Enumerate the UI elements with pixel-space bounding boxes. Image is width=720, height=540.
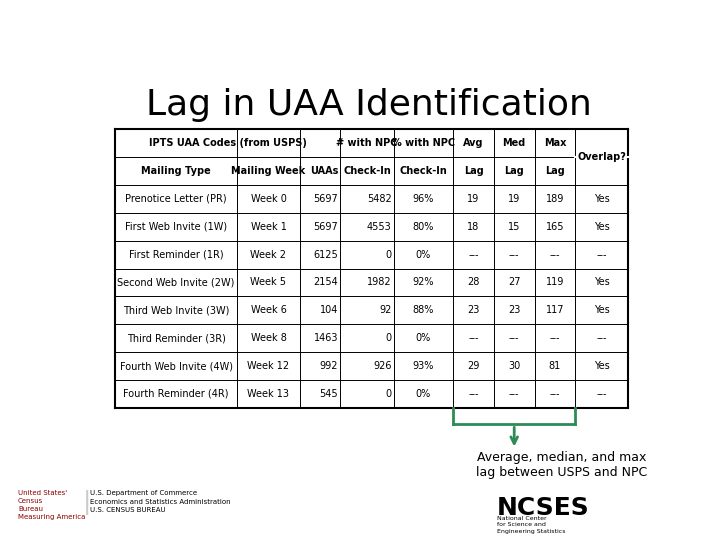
Text: ---: --- (509, 389, 519, 399)
Text: ---: --- (597, 249, 607, 260)
Text: Lag: Lag (504, 166, 524, 176)
Text: 81: 81 (549, 361, 561, 371)
Text: Check-In: Check-In (343, 166, 392, 176)
Text: 1463: 1463 (314, 333, 338, 343)
Text: 6125: 6125 (313, 249, 338, 260)
Text: 189: 189 (546, 194, 564, 204)
Text: 92: 92 (379, 305, 392, 315)
Text: 0: 0 (385, 389, 392, 399)
Text: Week 5: Week 5 (251, 278, 287, 287)
Text: ---: --- (509, 333, 519, 343)
Text: 19: 19 (467, 194, 480, 204)
Text: Week 2: Week 2 (251, 249, 287, 260)
Text: 119: 119 (546, 278, 564, 287)
Text: 545: 545 (320, 389, 338, 399)
Text: IPTS UAA Codes (from USPS): IPTS UAA Codes (from USPS) (149, 138, 307, 148)
Text: 18: 18 (467, 222, 480, 232)
Text: Lag: Lag (464, 166, 483, 176)
Text: Week 12: Week 12 (248, 361, 289, 371)
Text: ---: --- (468, 249, 479, 260)
Text: 23: 23 (467, 305, 480, 315)
Text: 80%: 80% (413, 222, 434, 232)
Text: Week 1: Week 1 (251, 222, 287, 232)
Text: Med: Med (503, 138, 526, 148)
Text: 15: 15 (508, 222, 521, 232)
Text: ---: --- (597, 389, 607, 399)
Text: 117: 117 (546, 305, 564, 315)
Text: 5697: 5697 (313, 194, 338, 204)
Text: Yes: Yes (594, 278, 610, 287)
Text: ---: --- (509, 249, 519, 260)
Text: Fourth Web Invite (4W): Fourth Web Invite (4W) (120, 361, 233, 371)
Text: 0%: 0% (416, 389, 431, 399)
Text: First Web Invite (1W): First Web Invite (1W) (125, 222, 228, 232)
Text: 104: 104 (320, 305, 338, 315)
Text: Fourth Reminder (4R): Fourth Reminder (4R) (123, 389, 229, 399)
Text: Overlap?: Overlap? (577, 152, 626, 162)
Text: 96%: 96% (413, 194, 434, 204)
Text: 165: 165 (546, 222, 564, 232)
Text: ---: --- (597, 333, 607, 343)
Text: U.S. Department of Commerce
Economics and Statistics Administration
U.S. CENSUS : U.S. Department of Commerce Economics an… (90, 490, 230, 514)
Text: Mailing Week: Mailing Week (231, 166, 305, 176)
Text: 29: 29 (467, 361, 480, 371)
Text: Prenotice Letter (PR): Prenotice Letter (PR) (125, 194, 227, 204)
Text: ---: --- (468, 389, 479, 399)
Text: Mailing Type: Mailing Type (141, 166, 211, 176)
Text: % with NPC: % with NPC (392, 138, 455, 148)
Text: ---: --- (468, 333, 479, 343)
Text: 0%: 0% (416, 249, 431, 260)
Text: 0: 0 (385, 333, 392, 343)
Text: Yes: Yes (594, 222, 610, 232)
Text: 23: 23 (508, 305, 521, 315)
Text: 19: 19 (508, 194, 521, 204)
Text: 92%: 92% (413, 278, 434, 287)
Text: First Reminder (1R): First Reminder (1R) (129, 249, 223, 260)
Text: 28: 28 (467, 278, 480, 287)
Text: Yes: Yes (594, 194, 610, 204)
Text: 992: 992 (320, 361, 338, 371)
Text: 926: 926 (373, 361, 392, 371)
Text: Lag in UAA Identification: Lag in UAA Identification (146, 87, 592, 122)
Text: Week 6: Week 6 (251, 305, 287, 315)
Text: Third Web Invite (3W): Third Web Invite (3W) (123, 305, 230, 315)
Text: Check-In: Check-In (400, 166, 447, 176)
Text: 2154: 2154 (313, 278, 338, 287)
Text: Week 13: Week 13 (248, 389, 289, 399)
Text: Week 8: Week 8 (251, 333, 287, 343)
Text: 4553: 4553 (366, 222, 392, 232)
Text: United States'
Census
Bureau
Measuring America: United States' Census Bureau Measuring A… (18, 490, 86, 521)
Text: Max: Max (544, 138, 566, 148)
Text: # with NPC: # with NPC (336, 138, 398, 148)
Text: UAAs: UAAs (310, 166, 338, 176)
Text: |: | (83, 490, 91, 515)
Text: 30: 30 (508, 361, 521, 371)
Text: ---: --- (549, 249, 560, 260)
Text: National Center
for Science and
Engineering Statistics: National Center for Science and Engineer… (497, 516, 565, 534)
Text: 93%: 93% (413, 361, 434, 371)
Text: Lag: Lag (545, 166, 564, 176)
Text: ---: --- (549, 333, 560, 343)
Text: 5482: 5482 (366, 194, 392, 204)
Text: ---: --- (549, 389, 560, 399)
Text: Yes: Yes (594, 305, 610, 315)
Text: 0: 0 (385, 249, 392, 260)
Text: Second Web Invite (2W): Second Web Invite (2W) (117, 278, 235, 287)
Text: 5697: 5697 (313, 222, 338, 232)
Text: 1982: 1982 (367, 278, 392, 287)
Text: NCSES: NCSES (497, 496, 590, 519)
Text: Third Reminder (3R): Third Reminder (3R) (127, 333, 225, 343)
Text: 88%: 88% (413, 305, 434, 315)
Text: 0%: 0% (416, 333, 431, 343)
Text: Week 0: Week 0 (251, 194, 287, 204)
Text: 27: 27 (508, 278, 521, 287)
Text: Avg: Avg (463, 138, 484, 148)
Text: Yes: Yes (594, 361, 610, 371)
Text: Average, median, and max
lag between USPS and NPC: Average, median, and max lag between USP… (476, 451, 647, 480)
